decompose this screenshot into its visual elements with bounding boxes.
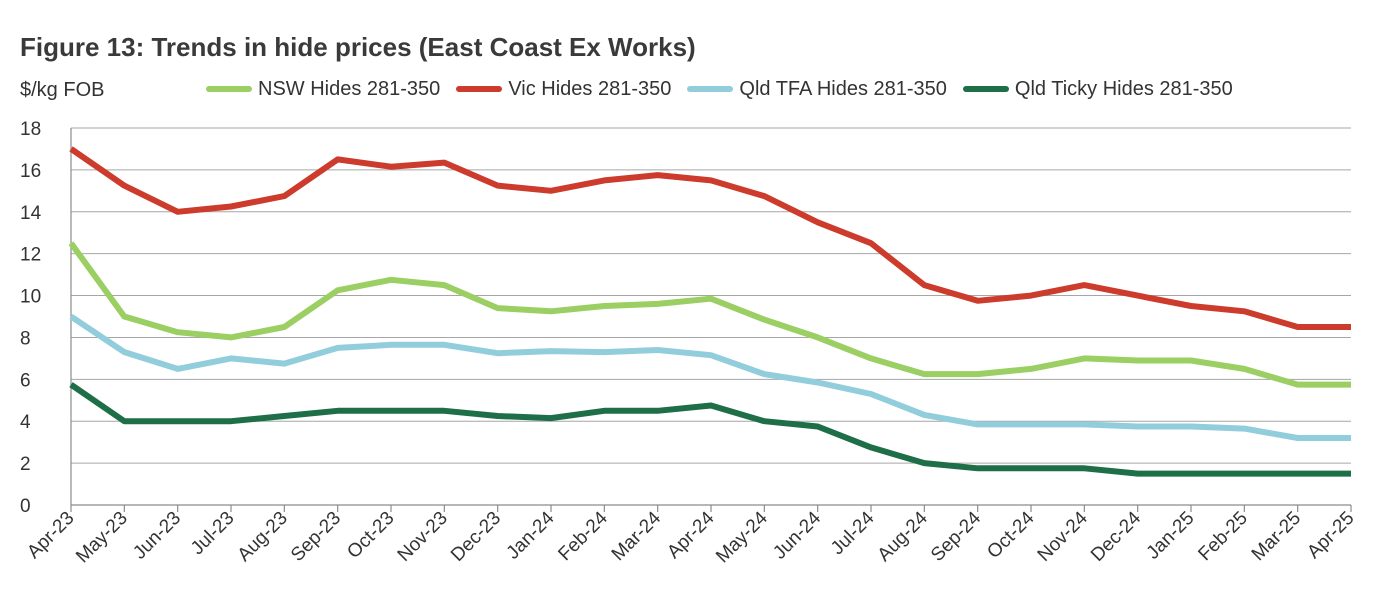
series-line-qld-tfa [69,314,1351,441]
x-tick-label: Jan-24 [503,507,559,563]
series-line-qld-ticky [69,382,1351,477]
legend-item-vic: Vic Hides 281-350 [456,78,671,101]
series-line-vic [69,146,1351,330]
y-tick-label: 0 [20,496,31,517]
legend-item-qld-ticky: Qld Ticky Hides 281-350 [962,77,1233,101]
x-tick-label: Jun-23 [129,508,185,564]
x-tick-label: Jun-24 [769,507,825,563]
x-tick-label: Apr-24 [663,507,718,562]
y-tick-label: 18 [20,119,41,140]
x-tick-label: Nov-24 [1034,507,1092,565]
x-tick-label: Feb-25 [1194,508,1251,565]
legend-item-nsw: NSW Hides 281-350 [206,78,440,101]
x-tick-label: Apr-25 [1303,508,1358,563]
chart-title: Figure 13: Trends in hide prices (East C… [20,32,696,62]
y-tick-label: 14 [20,203,42,224]
x-tick-label: Sep-24 [927,507,985,565]
x-tick-label: Mar-24 [608,507,666,565]
x-tick-label: Dec-24 [1087,507,1145,565]
legend-label-nsw: NSW Hides 281-350 [258,77,441,100]
y-tick-label: 8 [20,328,31,349]
x-tick-label: Sep-23 [287,508,345,566]
x-tick-label: May-23 [72,508,132,568]
y-tick-label: 2 [20,454,31,475]
legend-swatch-nsw [206,86,252,92]
x-tick-label: May-24 [712,507,772,567]
x-tick-label: Nov-23 [394,508,452,566]
y-tick-label: 4 [20,412,31,433]
legend: NSW Hides 281-350 Vic Hides 281-350 Qld … [206,76,1249,102]
x-tick-label: Oct-24 [983,507,1038,562]
y-tick-label: 16 [20,161,41,182]
x-tick-label: Jan-25 [1143,508,1199,564]
x-tick-label: Feb-24 [554,507,612,565]
legend-label-qld-ticky: Qld Ticky Hides 281-350 [1014,77,1233,100]
x-tick-label: Aug-23 [234,508,292,566]
legend-label-qld-tfa: Qld TFA Hides 281-350 [739,77,947,100]
x-tick-label: Jul-24 [827,507,879,559]
x-tick-label: Oct-23 [343,508,398,563]
x-tick-label: Jul-23 [187,508,238,559]
legend-label-vic: Vic Hides 281-350 [508,77,672,100]
x-tick-label: Aug-24 [874,507,932,565]
y-tick-label: 10 [20,287,41,308]
legend-item-qld-tfa: Qld TFA Hides 281-350 [687,78,947,101]
x-tick-label: Apr-23 [23,508,78,563]
legend-swatch-vic [456,86,503,92]
x-tick-label: Mar-25 [1248,508,1305,565]
legend-swatch-qld-tfa [687,86,734,92]
y-axis-label: $/kg FOB [20,79,105,101]
x-tick-label: Dec-23 [447,508,505,566]
series-line-nsw [68,241,1351,388]
y-tick-label: 12 [20,245,41,266]
legend-swatch-qld-ticky [962,86,1009,92]
y-tick-label: 6 [20,370,31,391]
